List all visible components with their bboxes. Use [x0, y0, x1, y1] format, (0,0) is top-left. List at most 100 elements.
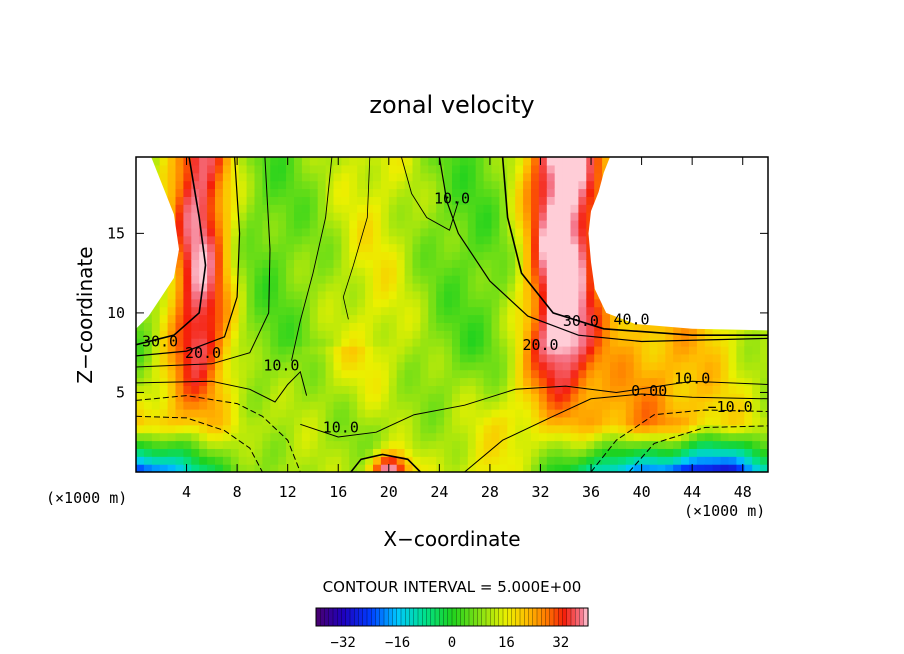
field-cell: [554, 416, 564, 426]
field-cell: [444, 440, 453, 449]
field-cell: [712, 385, 722, 394]
field-cell: [254, 432, 263, 442]
field-cell: [736, 353, 745, 363]
field-cell: [341, 298, 350, 308]
field-cell: [301, 227, 311, 237]
field-cell: [278, 353, 287, 363]
field-cell: [254, 283, 263, 292]
field-cell: [380, 180, 390, 190]
field-cell: [230, 259, 240, 268]
field-cell: [507, 204, 516, 213]
field-cell: [570, 464, 579, 472]
field-cell: [230, 353, 240, 363]
field-cell: [720, 416, 730, 426]
field-cell: [388, 220, 398, 229]
field-cell: [507, 432, 516, 442]
field-cell: [333, 259, 342, 268]
field-cell: [230, 235, 240, 245]
field-cell: [602, 416, 611, 426]
field-cell: [199, 157, 208, 166]
field-cell: [499, 306, 508, 316]
field-cell: [720, 377, 730, 386]
field-cell: [199, 401, 208, 410]
field-cell: [507, 306, 516, 316]
field-cell: [736, 448, 745, 457]
field-cell: [499, 377, 508, 386]
field-cell: [301, 204, 311, 213]
field-cell: [333, 243, 342, 253]
field-cell: [681, 385, 690, 394]
field-cell: [681, 409, 690, 418]
field-cell: [641, 353, 651, 363]
field-cell: [625, 464, 635, 472]
field-cell: [380, 353, 390, 363]
field-cell: [641, 456, 651, 465]
field-cell: [428, 188, 437, 197]
field-cell: [191, 220, 200, 229]
field-cell: [222, 353, 232, 363]
field-cell: [341, 275, 350, 284]
field-cell: [523, 409, 532, 418]
field-cell: [467, 251, 477, 260]
field-cell: [262, 235, 271, 245]
field-cell: [641, 322, 651, 331]
field-cell: [246, 243, 256, 253]
field-cell: [412, 196, 421, 205]
field-cell: [689, 353, 698, 363]
field-cell: [459, 259, 469, 268]
field-cell: [760, 440, 768, 449]
field-cell: [404, 353, 414, 363]
field-cell: [246, 424, 256, 434]
field-cell: [143, 440, 153, 449]
field-cell: [357, 164, 366, 174]
field-cell: [191, 330, 200, 339]
field-cell: [515, 196, 524, 205]
colorbar-segment: [413, 607, 419, 627]
field-cell: [167, 196, 177, 205]
field-cell: [562, 267, 572, 276]
field-cell: [617, 401, 627, 410]
field-cell: [175, 456, 184, 465]
field-cell: [365, 330, 374, 339]
field-cell: [467, 440, 477, 449]
field-cell: [286, 361, 295, 371]
field-cell: [151, 346, 161, 355]
field-cell: [325, 212, 335, 221]
field-cell: [380, 314, 390, 323]
field-cell: [641, 330, 651, 339]
x-tick-label: 44: [683, 483, 701, 501]
field-cell: [246, 164, 256, 174]
field-cell: [222, 346, 232, 355]
field-cell: [191, 275, 200, 284]
field-cell: [309, 314, 319, 323]
field-cell: [475, 314, 485, 323]
colorbar-segment: [439, 607, 445, 627]
field-cell: [617, 416, 627, 426]
field-cell: [720, 338, 730, 347]
contour-label: 30.0: [142, 333, 178, 351]
field-cell: [499, 220, 508, 229]
colorbar-segment: [396, 607, 402, 627]
field-cell: [428, 338, 437, 347]
field-cell: [570, 416, 579, 426]
field-cell: [570, 440, 579, 449]
field-cell: [689, 424, 698, 434]
field-cell: [562, 212, 572, 221]
field-cell: [254, 180, 263, 190]
field-cell: [325, 164, 335, 174]
field-cell: [183, 456, 192, 465]
field-cell: [720, 424, 730, 434]
field-cell: [286, 283, 295, 292]
field-cell: [294, 385, 303, 394]
field-cell: [262, 164, 271, 174]
field-cell: [491, 204, 500, 213]
field-cell: [610, 456, 619, 465]
field-cell: [649, 385, 658, 394]
field-cell: [681, 393, 690, 402]
field-cell: [641, 385, 651, 394]
colorbar-tick-label: 0: [448, 635, 456, 651]
field-cell: [554, 298, 564, 308]
field-cell: [428, 361, 437, 371]
field-cell: [349, 164, 358, 174]
field-cell: [349, 204, 358, 213]
